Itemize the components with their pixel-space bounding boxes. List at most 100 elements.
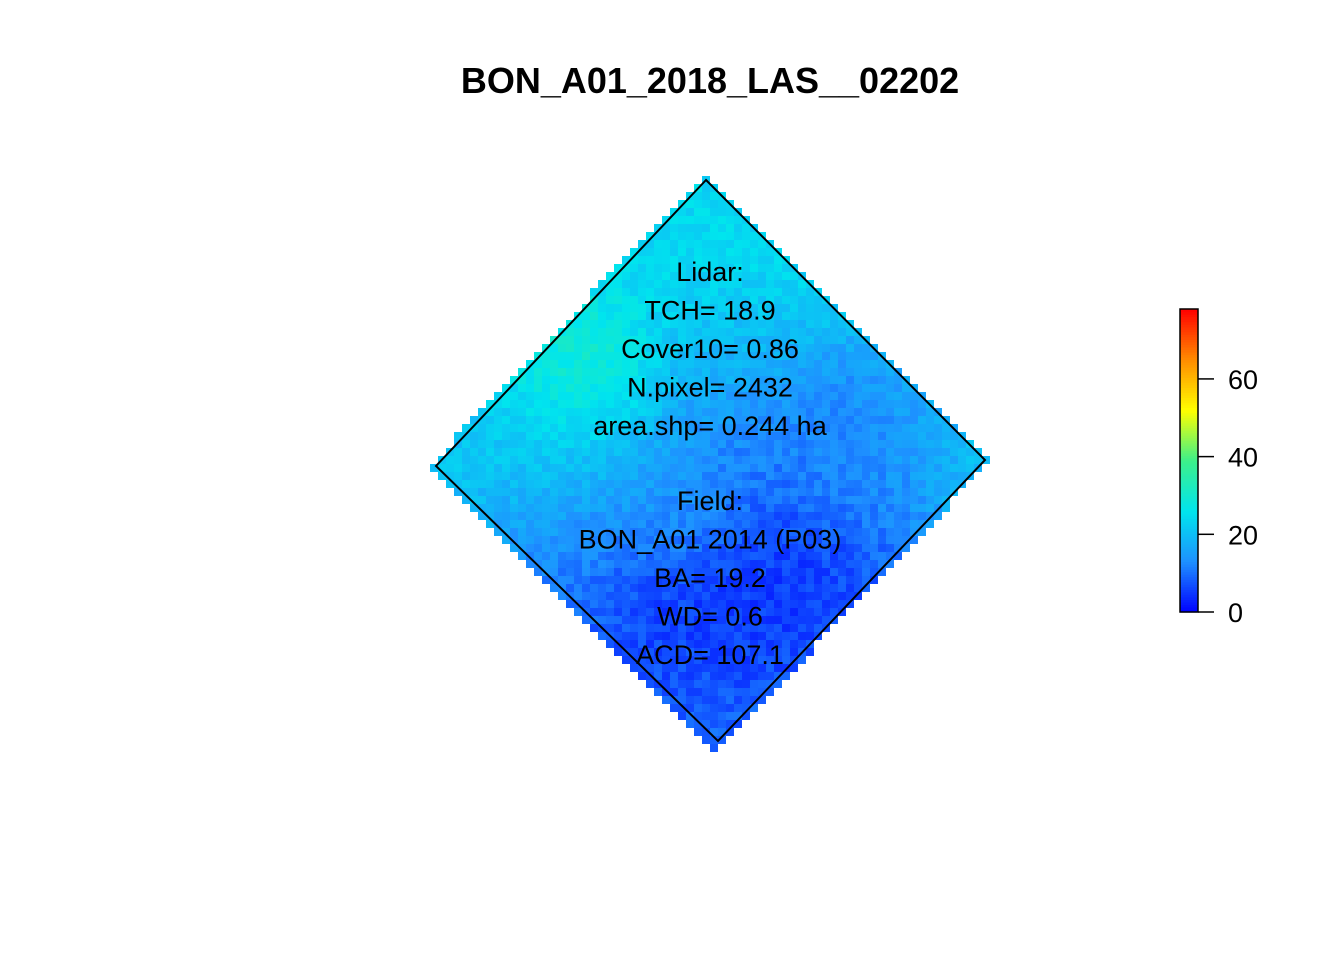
heatmap-cell — [574, 320, 582, 328]
heatmap-cell — [622, 280, 630, 288]
heatmap-cell — [814, 336, 822, 344]
heatmap-cell — [870, 464, 878, 472]
heatmap-cell — [894, 528, 902, 536]
heatmap-cell — [526, 376, 534, 384]
colorbar-segment — [1180, 387, 1198, 391]
heatmap-cell — [806, 352, 814, 360]
heatmap-cell — [830, 568, 838, 576]
colorbar-segment — [1180, 311, 1198, 315]
heatmap-cell — [750, 320, 758, 328]
heatmap-cell — [598, 400, 606, 408]
heatmap-cell — [686, 368, 694, 376]
heatmap-cell — [726, 336, 734, 344]
heatmap-cell — [734, 432, 742, 440]
heatmap-cell — [582, 520, 590, 528]
heatmap-cell — [918, 424, 926, 432]
heatmap-cell — [734, 576, 742, 584]
heatmap-cell — [542, 448, 550, 456]
heatmap-cell — [718, 696, 726, 704]
heatmap-cell — [758, 448, 766, 456]
heatmap-cell — [878, 536, 886, 544]
heatmap-cell — [766, 320, 774, 328]
heatmap-cell — [758, 384, 766, 392]
heatmap-cell — [622, 400, 630, 408]
heatmap-cell — [694, 552, 702, 560]
heatmap-cell — [558, 568, 566, 576]
heatmap-cell — [854, 360, 862, 368]
heatmap-cell — [614, 560, 622, 568]
heatmap-cell — [782, 448, 790, 456]
heatmap-cell — [598, 544, 606, 552]
heatmap-cell — [854, 576, 862, 584]
colorbar-segment — [1180, 339, 1198, 343]
heatmap-cell — [774, 520, 782, 528]
heatmap-cell — [582, 424, 590, 432]
heatmap-cell — [710, 392, 718, 400]
heatmap-cell — [870, 552, 878, 560]
heatmap-cell — [654, 336, 662, 344]
heatmap-cell — [806, 336, 814, 344]
heatmap-cell — [462, 480, 470, 488]
heatmap-cell — [646, 576, 654, 584]
heatmap-cell — [822, 512, 830, 520]
heatmap-cell — [862, 472, 870, 480]
colorbar-segment — [1180, 460, 1198, 464]
heatmap-cell — [662, 544, 670, 552]
heatmap-cell — [694, 496, 702, 504]
heatmap-cell — [534, 456, 542, 464]
heatmap-cell — [710, 424, 718, 432]
heatmap-cell — [822, 440, 830, 448]
heatmap-cell — [662, 376, 670, 384]
heatmap-cell — [910, 400, 918, 408]
heatmap-cell — [790, 528, 798, 536]
heatmap-cell — [614, 304, 622, 312]
heatmap-cell — [926, 464, 934, 472]
colorbar-segment — [1180, 412, 1198, 416]
heatmap-cell — [502, 528, 510, 536]
heatmap-cell — [790, 408, 798, 416]
heatmap-cell — [830, 584, 838, 592]
heatmap-cell — [558, 400, 566, 408]
heatmap-cell — [702, 248, 710, 256]
heatmap-cell — [678, 296, 686, 304]
heatmap-cell — [694, 432, 702, 440]
heatmap-cell — [622, 440, 630, 448]
heatmap-cell — [870, 568, 878, 576]
heatmap-cell — [734, 288, 742, 296]
heatmap-cell — [590, 528, 598, 536]
heatmap-cell — [862, 392, 870, 400]
heatmap-cell — [718, 224, 726, 232]
heatmap-cell — [630, 576, 638, 584]
heatmap-cell — [926, 408, 934, 416]
heatmap-cell — [678, 312, 686, 320]
heatmap-cell — [774, 264, 782, 272]
heatmap-cell — [830, 352, 838, 360]
heatmap-cell — [606, 360, 614, 368]
heatmap-cell — [782, 568, 790, 576]
heatmap-cell — [710, 704, 718, 712]
heatmap-cell — [790, 568, 798, 576]
heatmap-cell — [750, 640, 758, 648]
heatmap-cell — [662, 648, 670, 656]
heatmap-cell — [494, 392, 502, 400]
heatmap-cell — [534, 496, 542, 504]
heatmap-cell — [790, 536, 798, 544]
heatmap-cell — [838, 416, 846, 424]
heatmap-cell — [710, 632, 718, 640]
heatmap-cell — [694, 592, 702, 600]
heatmap-cell — [606, 400, 614, 408]
heatmap-cell — [454, 432, 462, 440]
heatmap-cell — [462, 448, 470, 456]
heatmap-cell — [582, 368, 590, 376]
heatmap-cell — [630, 360, 638, 368]
heatmap-cell — [910, 424, 918, 432]
heatmap-cell — [590, 400, 598, 408]
heatmap-cell — [774, 256, 782, 264]
heatmap-cell — [742, 536, 750, 544]
heatmap-cell — [782, 264, 790, 272]
heatmap-cell — [694, 680, 702, 688]
heatmap-cell — [950, 456, 958, 464]
heatmap-cell — [614, 504, 622, 512]
heatmap-cell — [590, 488, 598, 496]
heatmap-cell — [678, 680, 686, 688]
